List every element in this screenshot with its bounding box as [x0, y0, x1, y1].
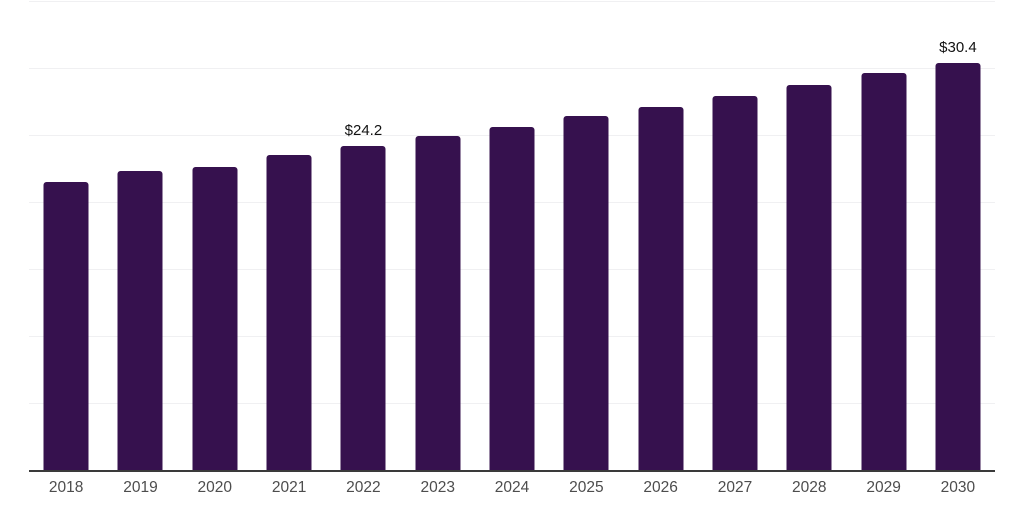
- band-2018: [29, 1, 103, 470]
- band-2023: [401, 1, 475, 470]
- bar-2026[interactable]: [638, 106, 684, 470]
- x-tick-2025: 2025: [569, 479, 604, 496]
- bar-2018[interactable]: [43, 181, 89, 470]
- x-tick-2023: 2023: [420, 479, 455, 496]
- x-axis: 2018 2019 2020 2021 2022 2023 2024 2025 2026 2027…: [29, 478, 995, 498]
- band-2025: [549, 1, 623, 470]
- bar-2030[interactable]: [935, 62, 981, 470]
- bar-2022[interactable]: [340, 145, 386, 470]
- band-2020: [178, 1, 252, 470]
- value-label-2022: $24.2: [344, 121, 383, 139]
- x-tick-2029: 2029: [866, 479, 901, 496]
- x-tick-2026: 2026: [643, 479, 678, 496]
- x-tick-2018: 2018: [48, 479, 84, 496]
- x-tick-2021: 2021: [271, 479, 307, 496]
- band-2019: [103, 1, 177, 470]
- band-2021: [252, 1, 326, 470]
- bar-2019[interactable]: [117, 171, 163, 470]
- band-2026: [624, 1, 698, 470]
- band-2029: [846, 1, 920, 470]
- x-tick-2027: 2027: [717, 479, 753, 496]
- bar-2028[interactable]: [786, 85, 832, 470]
- plot-area: $24.2 $30.4: [29, 1, 995, 472]
- gridline-30: [29, 68, 995, 69]
- bars-container: $24.2 $30.4: [29, 1, 995, 470]
- value-label-2030: $30.4: [939, 38, 977, 56]
- bar-2020[interactable]: [192, 167, 238, 470]
- gridline-35: [29, 1, 995, 2]
- x-tick-2024: 2024: [494, 479, 530, 496]
- band-2030: $30.4: [921, 1, 995, 470]
- x-tick-2022: 2022: [346, 479, 381, 496]
- x-tick-2030: 2030: [940, 479, 976, 496]
- bar-2021[interactable]: [266, 155, 312, 470]
- bar-2027[interactable]: [712, 96, 758, 470]
- band-2028: [772, 1, 846, 470]
- x-tick-2028: 2028: [792, 479, 827, 496]
- band-2022: $24.2: [326, 1, 400, 470]
- bar-2025[interactable]: [563, 116, 609, 470]
- bar-2023[interactable]: [415, 136, 461, 470]
- band-2024: [475, 1, 549, 470]
- x-tick-2019: 2019: [123, 479, 158, 496]
- bar-2024[interactable]: [489, 126, 535, 470]
- band-2027: [698, 1, 772, 470]
- x-tick-2020: 2020: [197, 479, 233, 496]
- bar-2029[interactable]: [861, 73, 907, 470]
